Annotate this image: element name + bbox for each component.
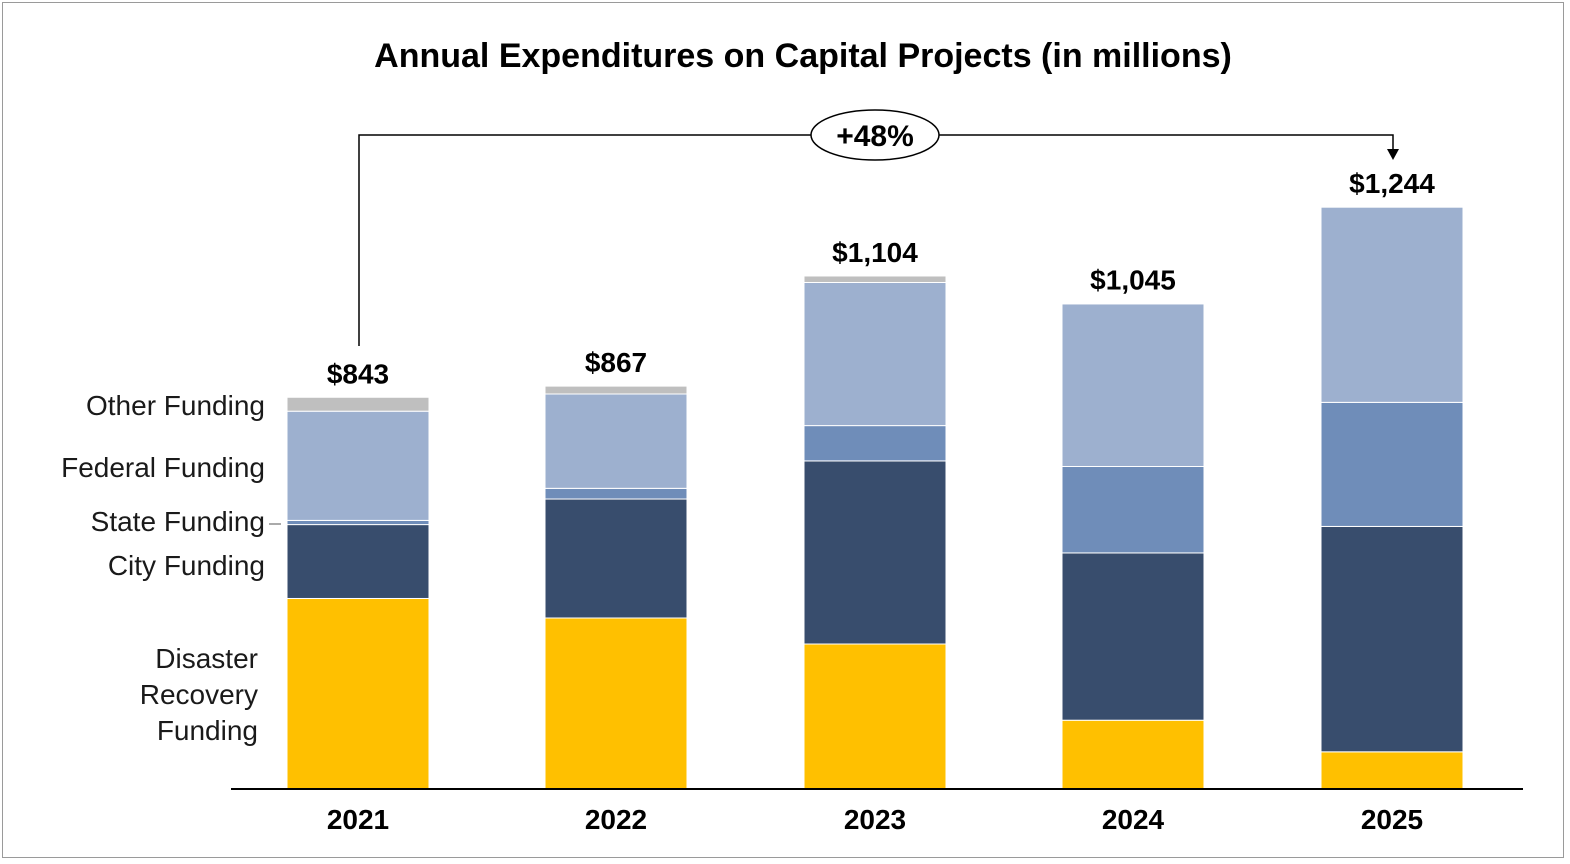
total-label-2021: $843 xyxy=(327,358,389,389)
x-tick-label-2024: 2024 xyxy=(1102,804,1165,835)
bar-segment-state-funding-2025 xyxy=(1320,401,1464,527)
bar-segment-federal-funding-2025 xyxy=(1320,206,1464,403)
bar-segment-state-funding-2021 xyxy=(286,519,430,526)
x-axis-labels: 2021 2022 2023 2024 2025 xyxy=(327,804,1423,835)
bar-segment-disaster-recovery-funding-2022 xyxy=(544,617,688,790)
legend-label-disaster-recovery-funding-line-3: Funding xyxy=(157,715,258,746)
growth-badge-ellipse xyxy=(810,109,940,161)
bar-segment-city-funding-2021 xyxy=(286,524,430,599)
x-tick-label-2025: 2025 xyxy=(1361,804,1423,835)
bar-segment-disaster-recovery-funding-2025 xyxy=(1320,751,1464,790)
bar-segment-federal-funding-2024 xyxy=(1061,303,1205,467)
bars-group: $843 $867 $1,104 $1,045 $1,244 xyxy=(286,168,1464,790)
bar-segment-federal-funding-2023 xyxy=(803,281,947,427)
bar-segment-city-funding-2023 xyxy=(803,460,947,645)
bar-segment-other-funding-2022 xyxy=(544,385,688,395)
bar-segment-city-funding-2025 xyxy=(1320,525,1464,753)
legend-label-state-funding: State Funding xyxy=(91,506,265,537)
bar-segment-state-funding-2022 xyxy=(544,487,688,500)
chart-title: Annual Expenditures on Capital Projects … xyxy=(374,37,1232,75)
x-tick-label-2021: 2021 xyxy=(327,804,389,835)
total-label-2024: $1,045 xyxy=(1090,264,1176,295)
chart-canvas: Annual Expenditures on Capital Projects … xyxy=(61,37,1523,835)
growth-annotation: +48% xyxy=(358,109,1399,346)
legend-label-disaster-recovery-funding-line-2: Recovery xyxy=(140,679,258,710)
legend-label-disaster-recovery-funding-line-1: Disaster xyxy=(155,643,258,674)
bar-segment-state-funding-2023 xyxy=(803,425,947,462)
growth-badge-text: +48% xyxy=(836,120,914,153)
x-tick-label-2022: 2022 xyxy=(585,804,647,835)
legend-label-federal-funding: Federal Funding xyxy=(61,452,265,483)
growth-arrowhead xyxy=(1387,149,1399,160)
x-tick-label-2023: 2023 xyxy=(844,804,906,835)
bar-segment-other-funding-2021 xyxy=(286,396,430,412)
bar-segment-disaster-recovery-funding-2023 xyxy=(803,643,947,790)
bar-segment-disaster-recovery-funding-2024 xyxy=(1061,719,1205,790)
bar-segment-state-funding-2024 xyxy=(1061,465,1205,554)
bar-segment-city-funding-2022 xyxy=(544,498,688,619)
total-label-2025: $1,244 xyxy=(1349,168,1435,199)
legend-label-other-funding: Other Funding xyxy=(86,390,265,421)
bar-segment-disaster-recovery-funding-2021 xyxy=(286,597,430,790)
bar-segment-city-funding-2024 xyxy=(1061,552,1205,721)
bar-segment-federal-funding-2022 xyxy=(544,393,688,489)
bar-segment-federal-funding-2021 xyxy=(286,410,430,521)
bar-segment-other-funding-2023 xyxy=(803,275,947,283)
total-label-2022: $867 xyxy=(585,347,647,378)
total-label-2023: $1,104 xyxy=(832,237,918,268)
legend-group: Disaster Recovery Funding City Funding State… xyxy=(61,390,281,746)
legend-label-city-funding: City Funding xyxy=(108,550,265,581)
